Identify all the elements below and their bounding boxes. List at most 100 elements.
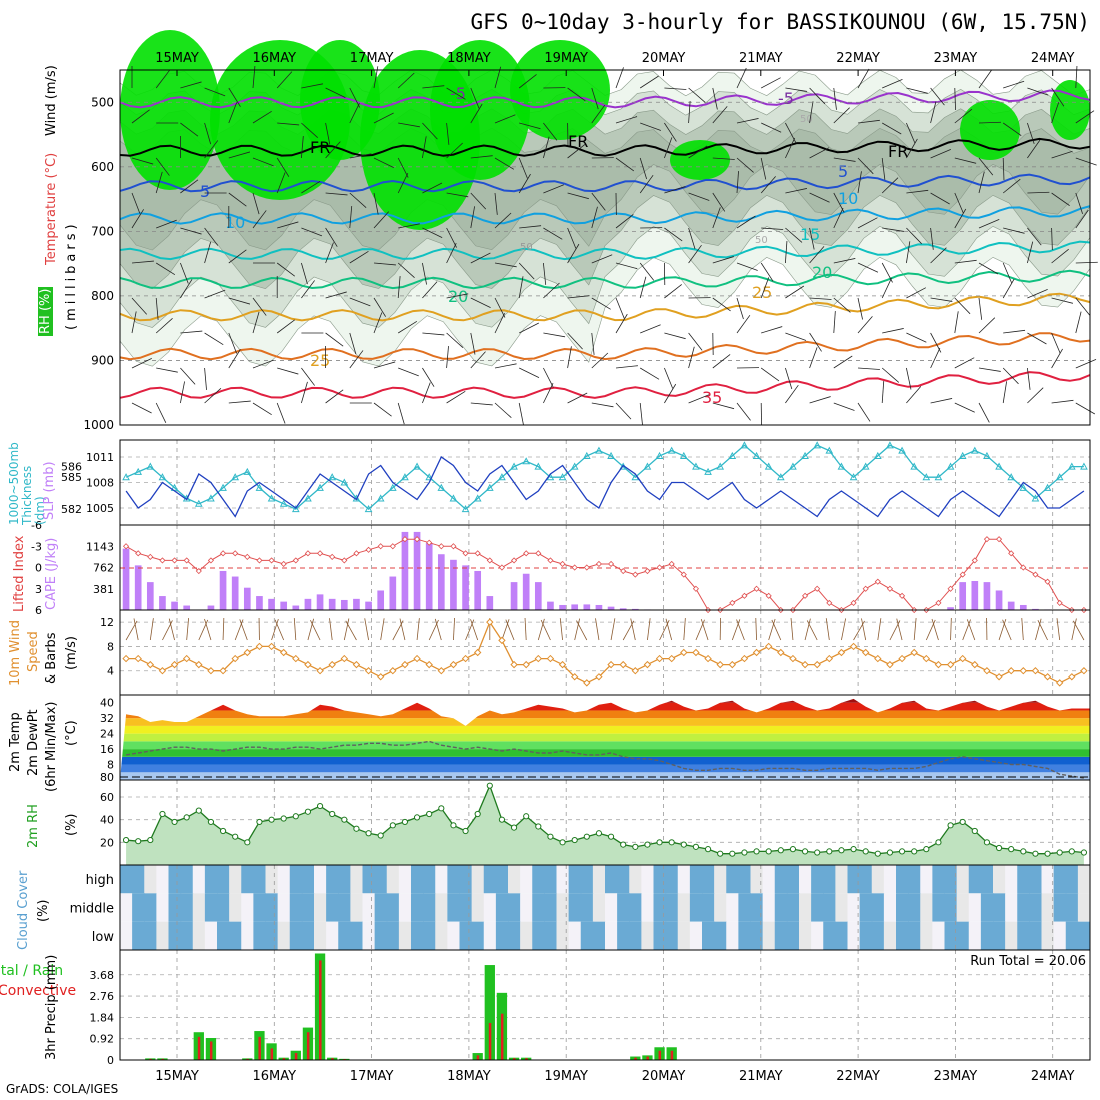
thickness-point <box>716 462 725 470</box>
wind-barb <box>325 227 338 247</box>
lifted-index-point <box>862 585 869 592</box>
precip-convective-bar <box>500 1013 504 1060</box>
cloud-cell <box>120 865 133 894</box>
wind-barb <box>1027 332 1047 345</box>
wind-barb <box>930 192 950 205</box>
cloud-cell <box>556 865 570 894</box>
date-label-top: 23MAY <box>934 51 978 66</box>
wind-barb <box>1003 80 1025 89</box>
thickness-point <box>1043 483 1052 491</box>
surface-wind-barb <box>149 618 154 641</box>
cloud-cell <box>544 893 557 922</box>
wind-barb <box>470 155 493 159</box>
cape-bar <box>353 598 360 610</box>
cloud-cell <box>617 865 630 894</box>
lifted-index-point <box>692 585 700 592</box>
lifted-index-point <box>268 557 275 564</box>
date-label-bottom: 21MAY <box>739 1069 783 1084</box>
thickness-point <box>861 462 870 470</box>
wind-barb <box>373 112 394 124</box>
label-minmax: (6hr Min/Max) <box>44 701 59 792</box>
wind-barb <box>881 367 900 383</box>
cloud-cell <box>1041 921 1055 950</box>
wind-barb <box>760 367 780 382</box>
cloud-cell <box>956 865 970 894</box>
wind-barb <box>1027 87 1049 96</box>
lifted-index-point <box>122 543 130 550</box>
wind-speed-point <box>813 660 821 669</box>
wind-barb <box>1051 227 1053 251</box>
wind-barb <box>494 114 516 124</box>
thickness-point <box>1055 473 1064 481</box>
lifted-index-point <box>304 550 312 557</box>
contour-label: 15 <box>800 225 820 244</box>
surface-wind-barb <box>222 617 225 641</box>
surface-wind-barb <box>1071 618 1077 641</box>
cloud-cell <box>495 865 509 894</box>
cloud-cell <box>871 865 885 894</box>
label-temperature: Temperature (°C) <box>44 152 59 265</box>
slp-tick-label: 1011 <box>86 451 114 464</box>
lifted-index-point <box>680 571 687 578</box>
cloud-cell <box>580 893 594 922</box>
contour-label: 50 <box>520 242 533 253</box>
label-precip: 3hr Precip (mm) <box>44 954 59 1060</box>
cloud-cell <box>750 865 764 894</box>
wind-barb <box>518 157 528 179</box>
thickness-point <box>825 446 834 454</box>
wind-barb <box>422 182 443 194</box>
wind-barb <box>712 157 735 160</box>
label-lifted-index: Lifted Index <box>12 535 27 612</box>
surface-wind-barb <box>380 618 385 641</box>
cloud-cell <box>714 921 727 950</box>
cloud-cell <box>411 921 424 950</box>
precip-tick-label: 0 <box>107 1054 114 1067</box>
rh-point <box>510 824 518 831</box>
wind-speed-point <box>692 648 700 657</box>
surface-wind-barb <box>345 620 357 641</box>
lifted-index-point <box>826 599 833 606</box>
cloud-cell <box>168 921 182 950</box>
wind-barb <box>204 122 212 145</box>
temperature-line <box>119 371 1091 399</box>
rh-point <box>498 816 506 823</box>
wind-barb <box>519 225 542 229</box>
cloud-cell <box>277 921 291 950</box>
wind-barb <box>1027 241 1034 264</box>
wind-barb <box>422 332 445 336</box>
cloud-cell <box>605 893 618 922</box>
wind-barb <box>978 262 999 275</box>
surface-wind-barb <box>804 618 811 641</box>
date-label-bottom: 17MAY <box>350 1069 394 1084</box>
temp-band <box>120 702 1090 711</box>
cloud-cell <box>289 893 303 922</box>
wind-barb <box>761 122 782 133</box>
precip-convective-bar <box>476 1055 480 1060</box>
cape-bar <box>534 582 542 610</box>
thickness-point <box>534 462 543 470</box>
wind-barb <box>301 381 308 404</box>
thickness-point <box>376 494 385 502</box>
cloud-cell <box>423 865 436 894</box>
wind-barb <box>712 106 728 124</box>
wind-barb <box>688 244 702 264</box>
surface-wind-barb <box>465 619 475 641</box>
rh-point <box>1008 846 1015 853</box>
thickness-point <box>776 473 785 481</box>
wind-speed-point <box>704 654 712 663</box>
rh-point <box>547 833 554 840</box>
wind-barb <box>809 192 830 203</box>
cape-bar <box>134 565 142 610</box>
wind-barb <box>833 258 856 264</box>
wind-barb <box>567 243 580 264</box>
thickness-point <box>679 451 688 459</box>
wind-barb <box>277 221 299 229</box>
wind-barb <box>1051 87 1065 107</box>
cloud-cell <box>592 893 606 922</box>
wind-barb <box>639 174 654 194</box>
date-label-bottom: 15MAY <box>155 1069 199 1084</box>
wind-barb <box>881 277 892 299</box>
wind-speed-point <box>898 654 906 663</box>
wind-barb <box>736 262 758 271</box>
thickness-point <box>219 483 227 491</box>
